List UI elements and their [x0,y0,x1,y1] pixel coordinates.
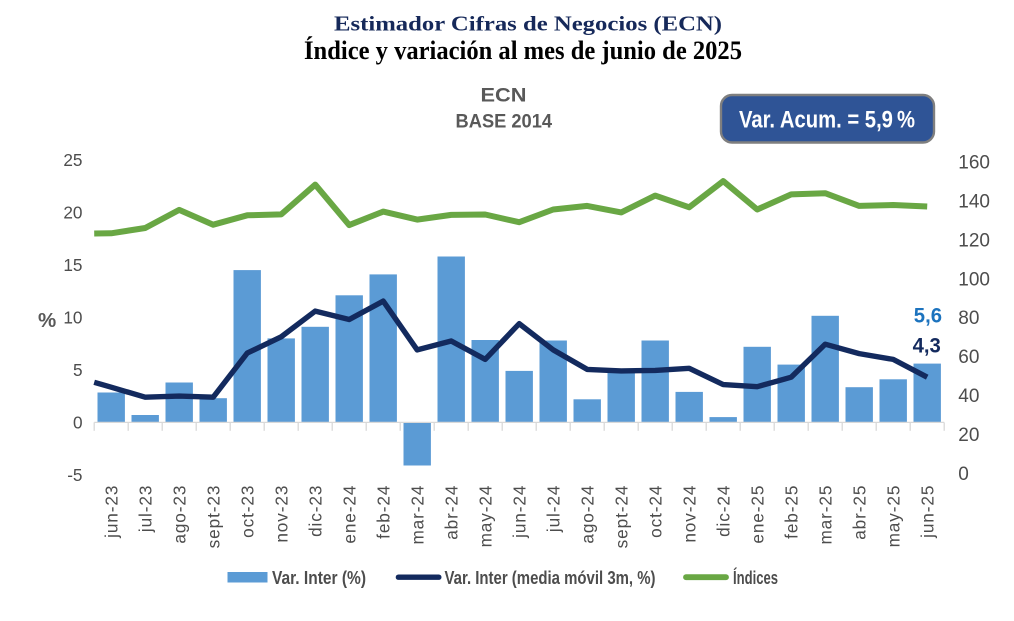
svg-text:60: 60 [958,347,979,368]
svg-text:jul-23: jul-23 [136,485,156,533]
svg-text:abr-25: abr-25 [850,485,870,540]
svg-text:25: 25 [63,150,82,170]
svg-text:Índices: Índices [733,567,778,588]
svg-text:jun-24: jun-24 [510,485,530,539]
svg-text:ago-23: ago-23 [170,485,190,544]
svg-text:20: 20 [63,203,82,223]
svg-text:160: 160 [958,152,990,173]
svg-text:mar-25: mar-25 [816,485,836,545]
svg-text:10: 10 [63,308,82,328]
svg-text:0: 0 [73,413,83,433]
svg-text:15: 15 [63,255,82,275]
svg-text:sept-23: sept-23 [204,485,224,549]
svg-text:may-24: may-24 [476,485,496,548]
svg-text:-5: -5 [67,465,82,485]
svg-text:80: 80 [958,308,979,329]
svg-text:may-25: may-25 [884,485,904,548]
svg-text:0: 0 [958,464,969,485]
svg-text:Var. Inter (media móvil 3m, %): Var. Inter (media móvil 3m, %) [445,568,656,588]
svg-text:Estimador Cifras de Negocios (: Estimador Cifras de Negocios (ECN) [334,12,722,36]
svg-text:jun-25: jun-25 [918,485,938,539]
svg-text:dic-24: dic-24 [714,485,734,537]
svg-text:%: % [38,309,56,332]
svg-text:100: 100 [958,269,990,290]
svg-text:ene-25: ene-25 [748,485,768,544]
svg-text:mar-24: mar-24 [408,485,428,545]
svg-text:40: 40 [958,386,979,407]
svg-text:oct-23: oct-23 [238,485,258,538]
svg-text:sept-24: sept-24 [612,485,632,549]
svg-text:nov-24: nov-24 [680,485,700,543]
svg-text:ago-24: ago-24 [578,485,598,544]
svg-text:abr-24: abr-24 [442,485,462,540]
svg-text:5,6: 5,6 [914,304,942,328]
svg-text:oct-24: oct-24 [646,485,666,538]
svg-text:feb-24: feb-24 [374,485,394,539]
svg-text:5: 5 [73,360,83,380]
svg-text:jun-23: jun-23 [102,485,122,539]
svg-text:4,3: 4,3 [913,334,941,358]
svg-text:20: 20 [958,425,979,446]
svg-text:ECN: ECN [481,85,527,107]
svg-text:ene-24: ene-24 [340,485,360,544]
svg-text:Var. Inter (%): Var. Inter (%) [272,568,366,588]
svg-text:feb-25: feb-25 [782,485,802,539]
svg-text:120: 120 [958,230,990,251]
svg-text:jul-24: jul-24 [544,485,564,533]
svg-text:nov-23: nov-23 [272,485,292,543]
svg-text:BASE 2014: BASE 2014 [456,111,553,133]
svg-text:Índice y variación al mes de j: Índice y variación al mes de junio de 20… [304,35,742,65]
svg-text:140: 140 [958,191,990,212]
svg-text:dic-23: dic-23 [306,485,326,537]
svg-text:Var. Acum. = 5,9 %: Var. Acum. = 5,9 % [739,107,915,134]
